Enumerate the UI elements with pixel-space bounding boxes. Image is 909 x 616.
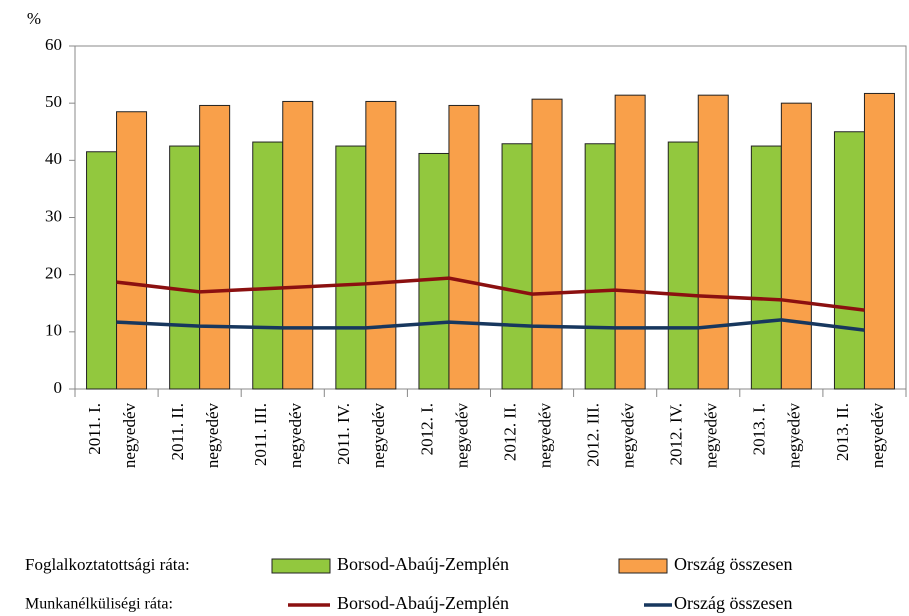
y-tick-label: 20 (45, 264, 62, 283)
bar (833, 131, 865, 390)
bar (418, 152, 450, 390)
line (116, 318, 865, 332)
bar (780, 102, 812, 390)
legend-title: Munkanélküliségi ráta: (25, 596, 173, 613)
bar (750, 145, 782, 390)
x-tick-label: 2013. I. (750, 403, 769, 455)
y-tick-label: 30 (45, 206, 62, 225)
bar (531, 98, 563, 390)
y-tick-label: 50 (45, 92, 62, 111)
bar (697, 94, 729, 390)
x-tick-label: negyedév (286, 403, 305, 469)
x-tick-label: 2013. II. (833, 403, 852, 461)
x-tick-label: negyedév (369, 403, 388, 469)
bar (614, 94, 646, 390)
x-tick-label: negyedév (452, 403, 471, 469)
y-tick-label: 40 (45, 149, 62, 168)
x-tick-label: 2011. II. (168, 403, 187, 460)
bar (335, 145, 367, 390)
x-tick-label: 2012. I. (417, 403, 436, 455)
x-tick-label: 2011. III. (251, 403, 270, 466)
legend-label: Borsod-Abaúj-Zemplén (337, 593, 509, 613)
y-tick-label: 10 (45, 321, 62, 340)
x-tick-label: 2012. IV. (667, 403, 686, 466)
bar (282, 100, 314, 390)
x-tick-label: 2011. IV. (334, 403, 353, 465)
legend-swatch (618, 558, 668, 574)
bar (252, 141, 284, 390)
legend-title: Foglalkoztatottsági ráta: (25, 555, 190, 574)
line (116, 276, 865, 312)
bar (365, 100, 397, 390)
x-tick-label: negyedév (868, 403, 887, 469)
bar (501, 143, 533, 390)
x-tick-label: negyedév (619, 403, 638, 469)
legend-label: Ország összesen (674, 554, 792, 574)
x-tick-label: 2012. II. (500, 403, 519, 461)
x-tick-label: 2011. I. (85, 403, 104, 455)
bar (86, 151, 118, 390)
legend-label: Ország összesen (674, 593, 792, 613)
legend-label: Borsod-Abaúj-Zemplén (337, 554, 509, 574)
bar (116, 111, 148, 390)
legend-swatch (271, 558, 331, 574)
y-tick-label: 60 (45, 35, 62, 54)
bar (199, 104, 231, 390)
x-tick-label: negyedév (535, 403, 554, 469)
bar (169, 145, 201, 390)
bar (863, 92, 895, 390)
x-tick-label: negyedév (785, 403, 804, 469)
y-axis-label: % (27, 9, 41, 28)
bar (448, 104, 480, 390)
x-tick-label: negyedév (702, 403, 721, 469)
x-tick-label: negyedév (120, 403, 139, 469)
bar (667, 141, 699, 390)
bar (584, 143, 616, 390)
x-tick-label: 2012. III. (584, 403, 603, 467)
y-tick-label: 0 (54, 378, 63, 397)
x-tick-label: negyedév (203, 403, 222, 469)
